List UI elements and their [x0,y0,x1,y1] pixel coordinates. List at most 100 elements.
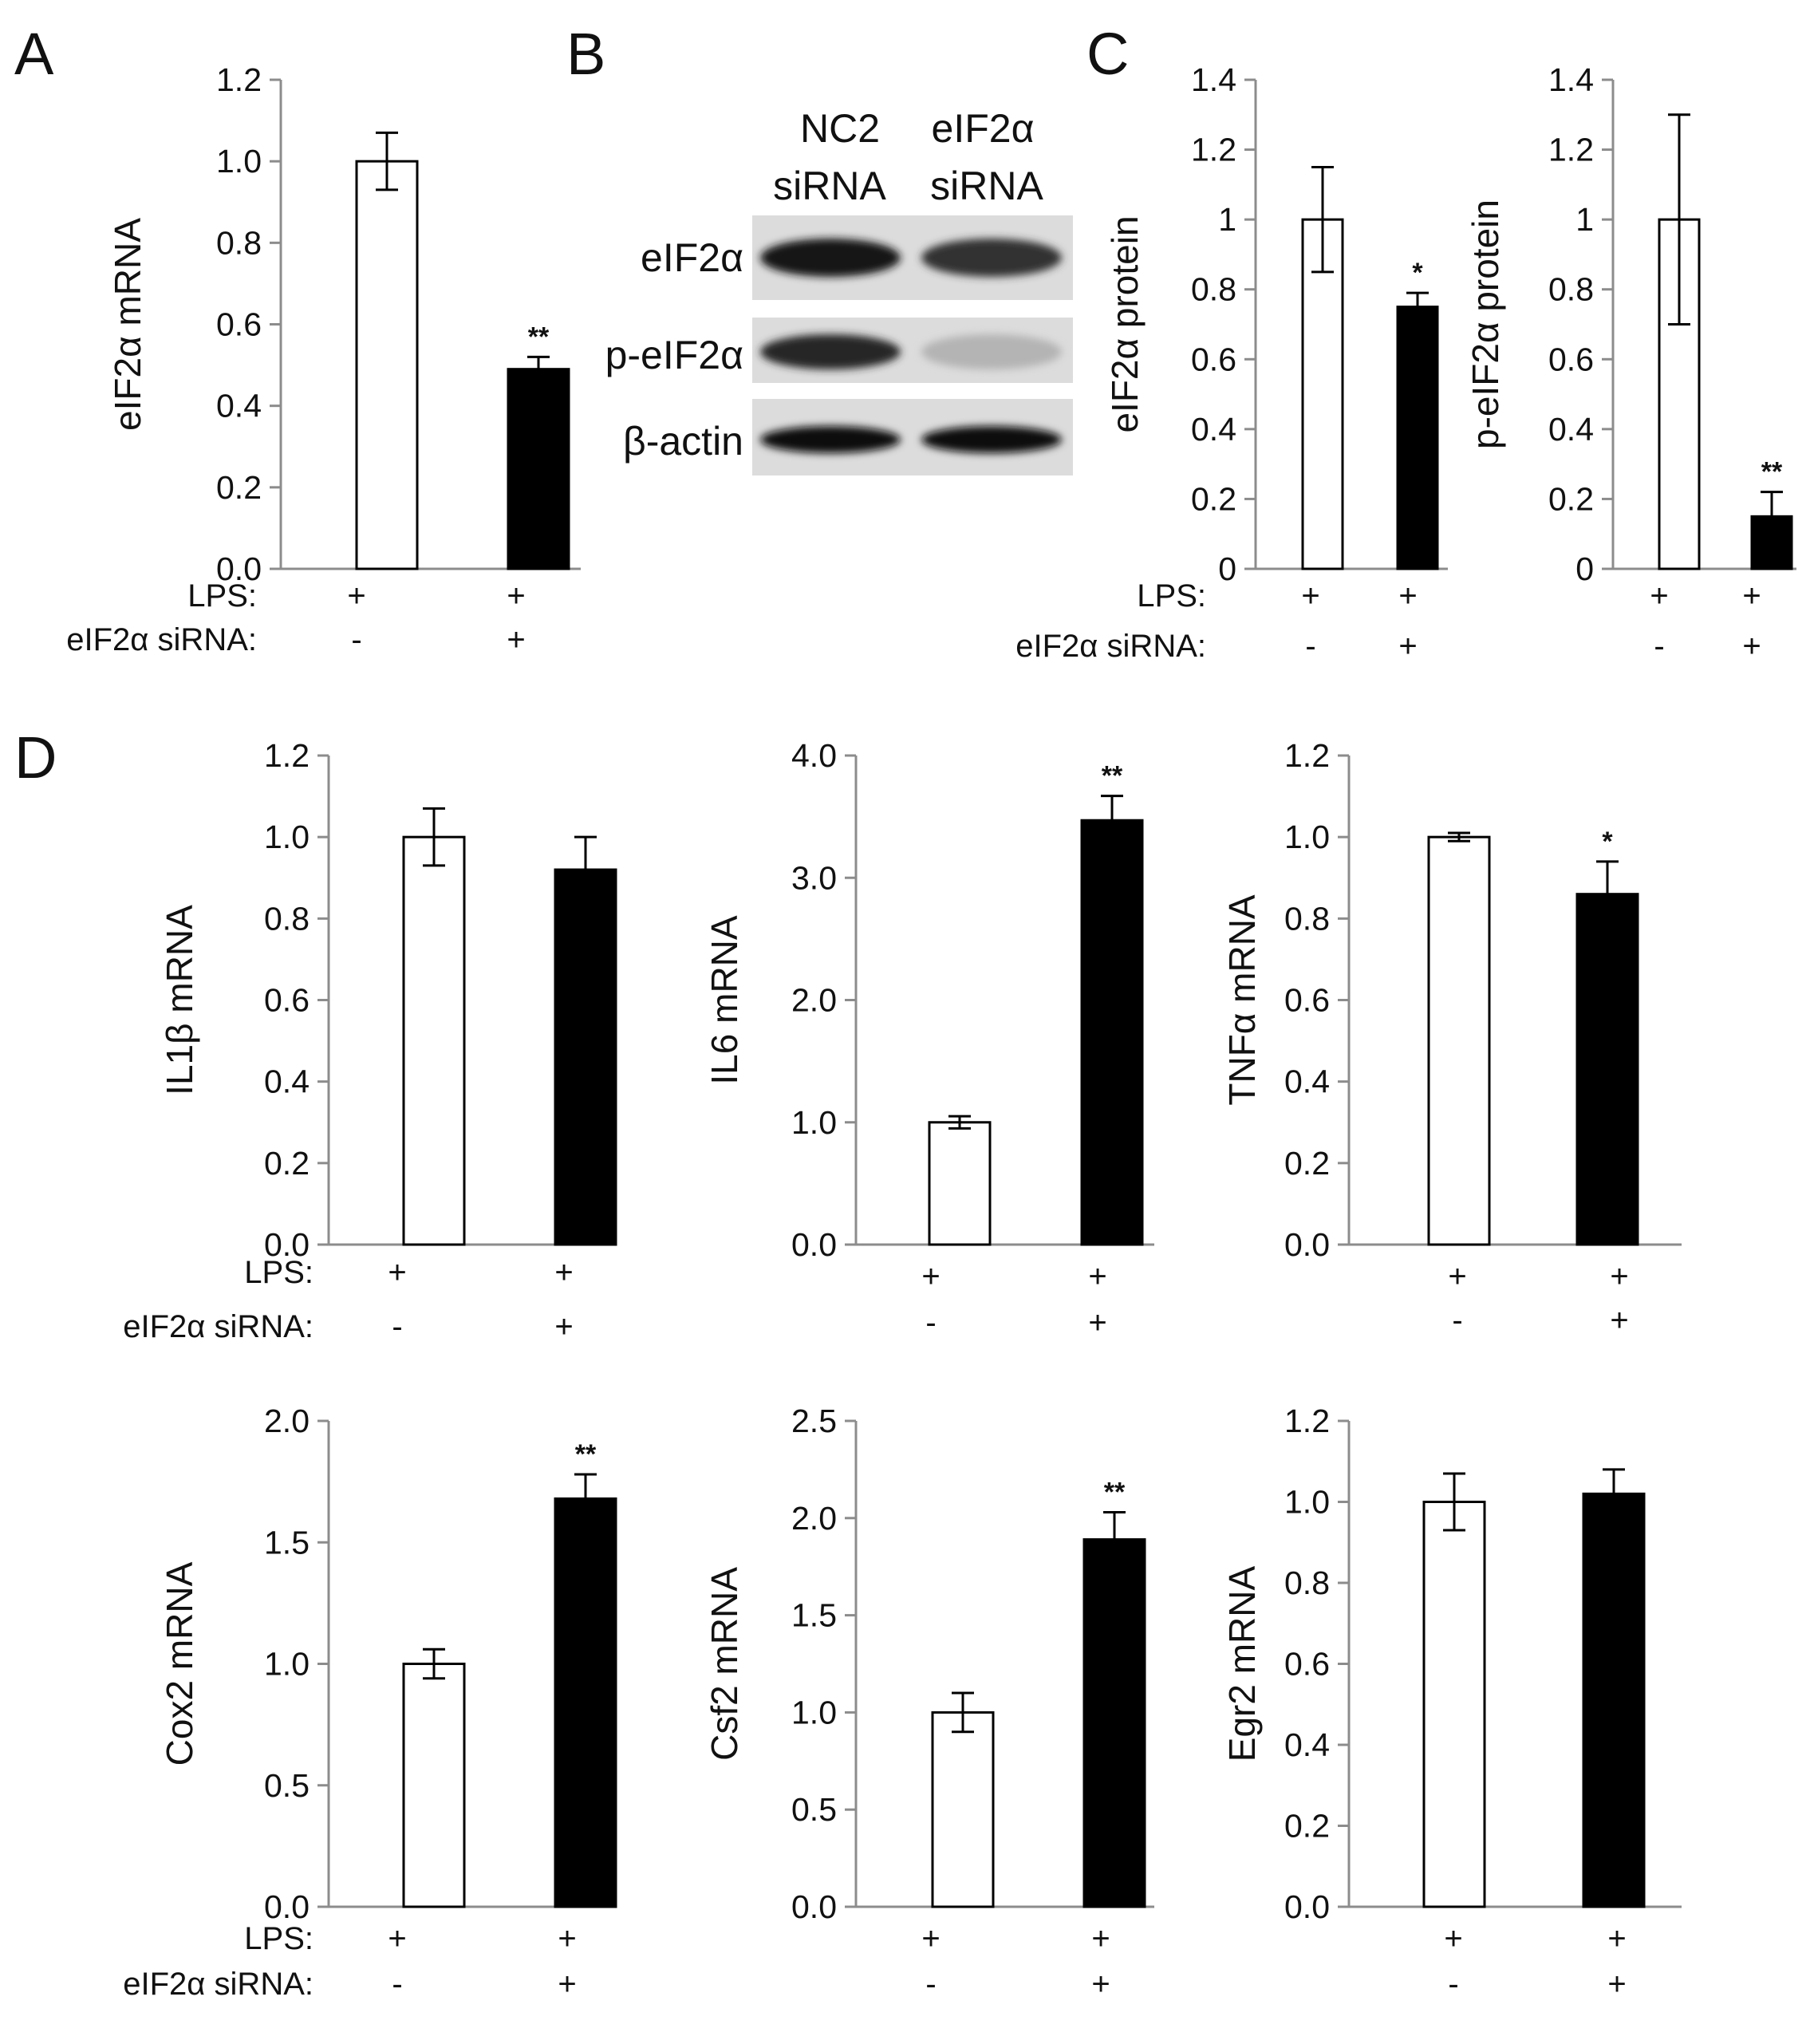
row-label-sirna: eIF2α siRNA: [66,622,257,657]
condition-mark: + [1742,629,1761,664]
y-tick-label: 2.0 [791,1500,837,1537]
y-tick-label: 0.0 [791,1226,837,1263]
y-tick-label: 0.2 [216,469,262,506]
condition-mark: + [1444,1921,1462,1956]
chart-d-tnfa-mrna: 0.0 0.2 0.4 0.6 0.8 1.0 1.2 TNFα mRNA * + + - + [1221,737,1682,1338]
y-tick-label: 0.0 [1284,1888,1330,1925]
row-label-lps: LPS: [244,1921,314,1956]
chart-d-il6-mrna: 0.0 1.0 2.0 3.0 4.0 IL6 mRNA ** + + - + [704,737,1154,1340]
y-tick-label: 0 [1575,550,1594,587]
significance-marker: * [1602,827,1613,857]
y-tick-label: 1.2 [1191,132,1236,168]
y-axis-title: eIF2α protein [1104,215,1146,432]
western-blot: NC2 siRNA eIF2α siRNA eIF2α p-eIF2α β-ac… [605,106,1073,475]
condition-mark: + [1398,578,1417,614]
condition-mark: + [1398,629,1417,664]
blot-row-label-eif2a: eIF2α [641,235,743,280]
panel-letter-b: B [566,21,605,87]
blot-column-label-1-line2: siRNA [773,164,886,208]
y-tick-label: 0.2 [1548,480,1594,517]
chart-c-eif2a-protein: 0 0.2 0.4 0.6 0.8 1 1.2 1.4 eIF2α protein * LPS: + +… [1015,61,1448,664]
panel-letter-c: C [1086,21,1129,87]
y-tick-label: 0.6 [1548,341,1594,377]
y-tick-label: 1.4 [1548,61,1594,98]
condition-mark: + [1088,1259,1106,1294]
condition-mark: + [507,622,525,657]
condition-mark: + [554,1309,573,1344]
condition-mark: - [392,1967,402,2002]
y-tick-label: 1.0 [216,143,262,180]
y-tick-label: 2.0 [791,982,837,1019]
condition-mark: + [921,1921,940,1956]
bar-sirna [1080,819,1144,1246]
condition-mark: + [1448,1259,1466,1294]
y-tick-label: 0.0 [1284,1226,1330,1263]
condition-mark: + [388,1255,406,1290]
y-tick-label: 0.6 [1191,341,1236,377]
significance-marker: ** [1102,761,1123,791]
y-axis-title: TNFα mRNA [1221,894,1263,1106]
bar-control [1422,1501,1486,1908]
condition-mark: - [925,1967,936,2002]
bar-sirna [554,868,617,1246]
condition-mark: + [1091,1967,1110,2002]
condition-mark: - [1452,1303,1462,1338]
blot-column-label-2-line2: siRNA [930,164,1043,208]
significance-marker: ** [1761,457,1783,487]
row-label-sirna: eIF2α siRNA: [1015,629,1206,664]
y-tick-label: 1.2 [1284,1403,1330,1439]
row-label-sirna: eIF2α siRNA: [123,1967,314,2002]
bar-control [402,835,466,1246]
y-tick-label: 0.2 [1284,1145,1330,1182]
y-tick-label: 0.2 [1284,1808,1330,1845]
y-tick-label: 0.0 [264,1888,310,1925]
bar-control [402,1663,466,1908]
condition-mark: + [1607,1921,1626,1956]
y-tick-label: 3.0 [791,859,837,896]
condition-mark: - [351,622,361,657]
y-tick-label: 4.0 [791,737,837,774]
significance-marker: ** [575,1439,597,1470]
y-tick-label: 0.8 [1548,271,1594,308]
y-axis-title: p-eIF2α protein [1465,199,1506,449]
y-tick-label: 1.2 [1548,132,1594,168]
bar-control [355,160,419,570]
row-label-sirna: eIF2α siRNA: [123,1309,314,1344]
condition-mark: + [558,1921,576,1956]
y-tick-label: 1 [1575,201,1594,238]
chart-c-p-eif2a-protein: 0 0.2 0.4 0.6 0.8 1 1.2 1.4 p-eIF2α protein ** + + -… [1465,61,1796,664]
y-tick-label: 0.5 [264,1767,310,1804]
bar-control [928,1121,992,1246]
panel-letter-d: D [14,724,57,791]
condition-mark: + [507,578,525,614]
panel-letter-a: A [14,21,54,87]
y-axis-title: Egr2 mRNA [1221,1565,1263,1762]
blot-column-label-2-line1: eIF2α [932,106,1035,151]
y-tick-label: 0.4 [216,388,262,424]
chart-a-eif2a-mrna: 0.0 0.2 0.4 0.6 0.8 1.0 1.2 eIF2α mRNA ** LPS: + + e… [66,61,581,657]
bar-control [1427,835,1491,1246]
bar-control [931,1711,995,1908]
y-tick-label: 0.2 [1191,480,1236,517]
y-tick-label: 1.0 [1284,819,1330,855]
bar-sirna [507,368,570,570]
significance-marker: * [1412,258,1423,288]
y-tick-label: 0.8 [1191,271,1236,308]
y-tick-label: 0.6 [1284,1646,1330,1683]
significance-marker: ** [1104,1477,1126,1507]
y-tick-label: 1.0 [264,819,310,855]
row-label-lps: LPS: [1137,578,1206,614]
chart-d-egr2-mrna: 0.0 0.2 0.4 0.6 0.8 1.0 1.2 Egr2 mRNA + + - + [1221,1403,1682,2002]
condition-mark: + [347,578,365,614]
y-tick-label: 0.4 [1548,411,1594,448]
blot-band [760,426,901,453]
y-tick-label: 0.6 [216,306,262,343]
y-tick-label: 0.0 [216,550,262,587]
condition-mark: + [1301,578,1319,614]
blot-band [760,334,901,369]
y-tick-label: 1 [1218,201,1236,238]
y-tick-label: 0.4 [1191,411,1236,448]
bar-control [1301,218,1344,570]
blot-row-label-b-actin: β-actin [623,419,743,464]
